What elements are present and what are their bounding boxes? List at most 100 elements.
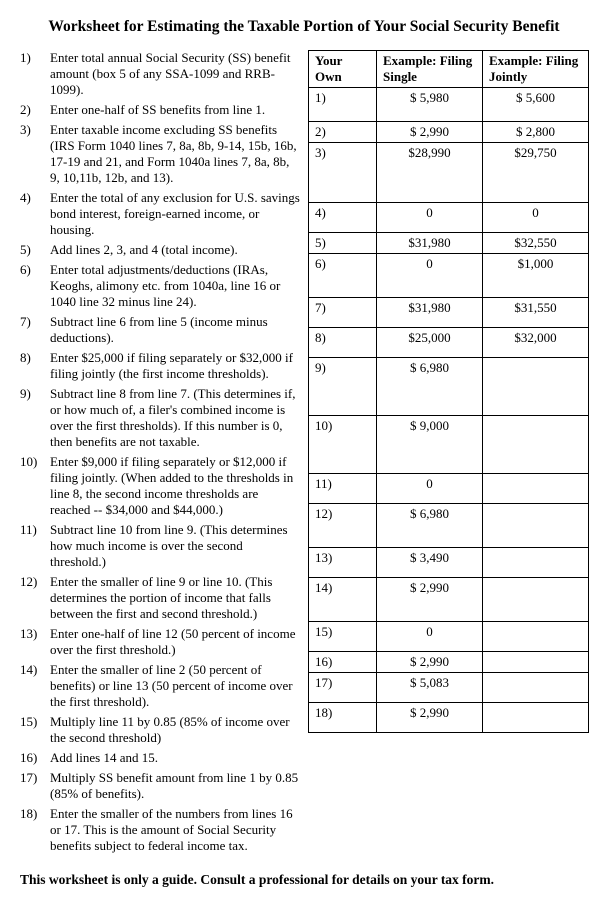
instruction-row: 11)Subtract line 10 from line 9. (This d… bbox=[20, 522, 300, 570]
filing-single-value: $ 6,980 bbox=[377, 504, 483, 548]
instruction-number: 7) bbox=[20, 314, 44, 346]
filing-jointly-value: $31,550 bbox=[483, 298, 589, 328]
instruction-number: 16) bbox=[20, 750, 44, 766]
instruction-number: 8) bbox=[20, 350, 44, 382]
filing-jointly-value bbox=[483, 548, 589, 578]
row-number-cell: 15) bbox=[309, 622, 377, 652]
instruction-text: Enter total annual Social Security (SS) … bbox=[50, 50, 300, 98]
filing-single-value: $31,980 bbox=[377, 298, 483, 328]
filing-single-value: $ 3,490 bbox=[377, 548, 483, 578]
table-row: 8)$25,000$32,000 bbox=[309, 328, 589, 358]
row-number-cell: 11) bbox=[309, 474, 377, 504]
instruction-row: 2)Enter one-half of SS benefits from lin… bbox=[20, 102, 300, 118]
row-number-cell: 17) bbox=[309, 673, 377, 703]
instruction-row: 4)Enter the total of any exclusion for U… bbox=[20, 190, 300, 238]
page-title: Worksheet for Estimating the Taxable Por… bbox=[20, 18, 588, 36]
table-row: 17)$ 5,083 bbox=[309, 673, 589, 703]
instruction-text: Subtract line 8 from line 7. (This deter… bbox=[50, 386, 300, 450]
row-number-cell: 7) bbox=[309, 298, 377, 328]
filing-single-value: 0 bbox=[377, 203, 483, 233]
row-number-cell: 1) bbox=[309, 88, 377, 122]
instruction-number: 17) bbox=[20, 770, 44, 802]
values-table: Your Own Example: Filing Single Example:… bbox=[308, 50, 589, 733]
instruction-number: 18) bbox=[20, 806, 44, 854]
instruction-row: 13)Enter one-half of line 12 (50 percent… bbox=[20, 626, 300, 658]
instruction-number: 13) bbox=[20, 626, 44, 658]
filing-jointly-value bbox=[483, 578, 589, 622]
instruction-row: 15)Multiply line 11 by 0.85 (85% of inco… bbox=[20, 714, 300, 746]
row-number-cell: 8) bbox=[309, 328, 377, 358]
instruction-row: 7)Subtract line 6 from line 5 (income mi… bbox=[20, 314, 300, 346]
instruction-number: 5) bbox=[20, 242, 44, 258]
instruction-number: 4) bbox=[20, 190, 44, 238]
row-number-cell: 9) bbox=[309, 358, 377, 416]
header-joint: Example: Filing Jointly bbox=[483, 51, 589, 88]
table-row: 10)$ 9,000 bbox=[309, 416, 589, 474]
filing-single-value: 0 bbox=[377, 622, 483, 652]
header-single: Example: Filing Single bbox=[377, 51, 483, 88]
table-row: 7)$31,980$31,550 bbox=[309, 298, 589, 328]
table-row: 2)$ 2,990$ 2,800 bbox=[309, 122, 589, 143]
instruction-row: 18)Enter the smaller of the numbers from… bbox=[20, 806, 300, 854]
filing-jointly-value bbox=[483, 673, 589, 703]
filing-single-value: $25,000 bbox=[377, 328, 483, 358]
row-number-cell: 10) bbox=[309, 416, 377, 474]
instruction-text: Enter the total of any exclusion for U.S… bbox=[50, 190, 300, 238]
instruction-row: 10)Enter $9,000 if filing separately or … bbox=[20, 454, 300, 518]
instruction-text: Multiply SS benefit amount from line 1 b… bbox=[50, 770, 300, 802]
values-column: Your Own Example: Filing Single Example:… bbox=[308, 50, 588, 733]
instruction-row: 8)Enter $25,000 if filing separately or … bbox=[20, 350, 300, 382]
instruction-number: 12) bbox=[20, 574, 44, 622]
header-own: Your Own bbox=[309, 51, 377, 88]
instruction-text: Subtract line 10 from line 9. (This dete… bbox=[50, 522, 300, 570]
instructions-column: 1)Enter total annual Social Security (SS… bbox=[20, 50, 300, 858]
instruction-text: Multiply line 11 by 0.85 (85% of income … bbox=[50, 714, 300, 746]
instruction-number: 10) bbox=[20, 454, 44, 518]
row-number-cell: 18) bbox=[309, 703, 377, 733]
table-row: 6)0$1,000 bbox=[309, 254, 589, 298]
filing-jointly-value bbox=[483, 358, 589, 416]
row-number-cell: 13) bbox=[309, 548, 377, 578]
table-row: 13)$ 3,490 bbox=[309, 548, 589, 578]
table-row: 11)0 bbox=[309, 474, 589, 504]
row-number-cell: 4) bbox=[309, 203, 377, 233]
footer-note: This worksheet is only a guide. Consult … bbox=[20, 872, 588, 889]
filing-single-value: $ 2,990 bbox=[377, 578, 483, 622]
filing-jointly-value: $1,000 bbox=[483, 254, 589, 298]
filing-jointly-value: $32,550 bbox=[483, 233, 589, 254]
filing-jointly-value bbox=[483, 474, 589, 504]
filing-jointly-value: $ 5,600 bbox=[483, 88, 589, 122]
filing-single-value: $ 5,083 bbox=[377, 673, 483, 703]
instruction-row: 12)Enter the smaller of line 9 or line 1… bbox=[20, 574, 300, 622]
instruction-row: 6)Enter total adjustments/deductions (IR… bbox=[20, 262, 300, 310]
table-row: 18)$ 2,990 bbox=[309, 703, 589, 733]
row-number-cell: 5) bbox=[309, 233, 377, 254]
filing-single-value: 0 bbox=[377, 254, 483, 298]
instruction-row: 1)Enter total annual Social Security (SS… bbox=[20, 50, 300, 98]
table-row: 15)0 bbox=[309, 622, 589, 652]
instruction-number: 14) bbox=[20, 662, 44, 710]
instruction-text: Enter one-half of line 12 (50 percent of… bbox=[50, 626, 300, 658]
instruction-row: 14)Enter the smaller of line 2 (50 perce… bbox=[20, 662, 300, 710]
filing-single-value: 0 bbox=[377, 474, 483, 504]
instruction-number: 9) bbox=[20, 386, 44, 450]
row-number-cell: 16) bbox=[309, 652, 377, 673]
row-number-cell: 12) bbox=[309, 504, 377, 548]
worksheet-body: 1) Enter total annual Social Security (SS… bbox=[20, 50, 588, 858]
filing-jointly-value bbox=[483, 416, 589, 474]
filing-jointly-value: $32,000 bbox=[483, 328, 589, 358]
table-header-row: Your Own Example: Filing Single Example:… bbox=[309, 51, 589, 88]
row-number-cell: 2) bbox=[309, 122, 377, 143]
filing-single-value: $ 5,980 bbox=[377, 88, 483, 122]
filing-single-value: $28,990 bbox=[377, 143, 483, 203]
instruction-text: Enter the smaller of line 2 (50 percent … bbox=[50, 662, 300, 710]
filing-single-value: $ 2,990 bbox=[377, 703, 483, 733]
instruction-text: Add lines 2, 3, and 4 (total income). bbox=[50, 242, 300, 258]
instruction-text: Enter $9,000 if filing separately or $12… bbox=[50, 454, 300, 518]
table-row: 16)$ 2,990 bbox=[309, 652, 589, 673]
filing-jointly-value: 0 bbox=[483, 203, 589, 233]
filing-single-value: $ 2,990 bbox=[377, 122, 483, 143]
filing-jointly-value bbox=[483, 652, 589, 673]
row-number-cell: 6) bbox=[309, 254, 377, 298]
table-row: 9)$ 6,980 bbox=[309, 358, 589, 416]
